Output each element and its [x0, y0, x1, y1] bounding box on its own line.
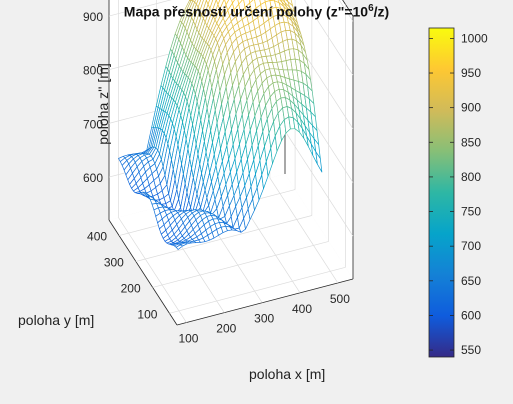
colorbar-tick-label: 550 — [461, 343, 481, 357]
colorbar-tick-label: 950 — [461, 66, 481, 80]
y-tick-label: 100 — [137, 307, 157, 321]
surface-cell — [196, 0, 202, 8]
colorbar-tick-label: 700 — [461, 239, 481, 253]
grid-line-x — [269, 177, 339, 284]
chart-title: Mapa přesnosti určení polohy (z"=106/z) — [0, 3, 513, 20]
surface-cell — [189, 0, 192, 1]
y-tick-label: 200 — [121, 281, 141, 295]
colorbar-tick-label: 800 — [461, 170, 481, 184]
x-tick-label: 500 — [330, 292, 350, 306]
x-tick-label: 100 — [178, 332, 198, 346]
colorbar-tick-label: 600 — [461, 308, 481, 322]
surface-cell — [207, 0, 214, 9]
surface-cell — [206, 0, 210, 5]
z-tick-label: 600 — [83, 171, 103, 185]
z-axis-label: poloha z'' [m] — [94, 63, 111, 145]
chart-title-text: Mapa přesnosti určení polohy (z"=10 — [123, 3, 369, 20]
surface-cell — [216, 0, 221, 5]
grid-line-x — [118, 217, 187, 323]
y-tick-label: 400 — [87, 230, 107, 244]
chart-title-suffix: /z) — [373, 3, 390, 20]
axis-ticks: 1002003004005001002003004006007008009001… — [83, 10, 350, 346]
grid-line-y — [169, 266, 346, 314]
grid-line-z — [338, 0, 354, 22]
grid-line-z — [303, 0, 354, 76]
y-axis-line — [108, 219, 178, 326]
x-axis-line — [176, 278, 354, 326]
grid-line-z — [284, 130, 354, 237]
chart-title-exponent: 6 — [368, 3, 374, 14]
colorbar-tick-label: 1000 — [461, 31, 488, 45]
grid-line-z — [108, 0, 172, 17]
x-tick-label: 400 — [292, 302, 312, 316]
y-axis-label: poloha y [m] — [18, 312, 95, 328]
grid-line-y — [135, 215, 312, 262]
colorbar-tick-label: 650 — [461, 274, 481, 288]
colorbar-gradient — [428, 27, 455, 358]
surface-cell — [194, 0, 199, 5]
grid-line-y — [152, 241, 329, 288]
surface-cell — [315, 151, 323, 173]
colorbar-tick-label: 900 — [461, 101, 481, 115]
z-tick-label: 900 — [83, 10, 103, 24]
x-tick-label: 200 — [216, 322, 236, 336]
colorbar: 550 600 650 700 750 800 850 900 950 1000 — [428, 27, 488, 358]
surface-mesh — [118, 0, 323, 250]
x-axis-label: poloha x [m] — [249, 366, 326, 382]
colorbar-tick-label: 850 — [461, 135, 481, 149]
colorbar-tick-label: 750 — [461, 205, 481, 219]
x-tick-label: 300 — [254, 312, 274, 326]
y-tick-label: 300 — [104, 255, 124, 269]
z-tick-label: 800 — [83, 64, 103, 78]
z-tick-label: 700 — [83, 117, 103, 131]
